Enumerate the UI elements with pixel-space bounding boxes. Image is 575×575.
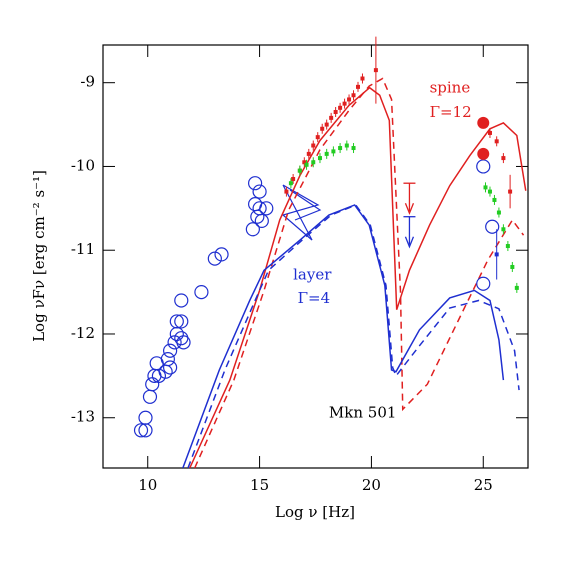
data-point [304,162,309,167]
y-tick-label: -13 [71,408,95,426]
data-point [351,93,356,98]
data-point [331,149,336,154]
data-point [254,213,269,229]
data-point [505,244,510,249]
data-point [250,209,265,224]
data-point [214,247,229,262]
data-point [344,143,349,148]
bowtie-lines [281,184,320,241]
data-point [194,284,209,300]
annotation: layer [293,265,332,283]
data-point [373,68,378,73]
data-point [291,177,296,182]
data-point [501,227,506,232]
y-tick-label: -12 [71,324,95,342]
model-curve [194,77,525,469]
x-tick-label: 10 [138,476,157,494]
data-point [284,189,289,194]
data-point [163,360,178,375]
model-curve [182,204,505,469]
data-point [252,184,267,199]
data-point [342,101,347,106]
x-tick-label: 25 [474,476,493,494]
data-point [174,314,189,329]
y-tick-label: -11 [71,240,95,258]
x-tick-label: 15 [250,476,269,494]
data-point [311,160,316,165]
data-point [174,331,189,346]
x-tick-label: 20 [362,476,381,494]
data-point [324,122,329,127]
data-point [248,176,263,191]
data-point [163,343,178,358]
data-point [477,116,490,129]
data-point [494,139,499,144]
data-point [514,285,519,290]
bowtie-lines [289,189,322,221]
data-point [169,314,184,329]
model-curve [187,204,520,469]
data-point [477,147,490,160]
data-point [138,410,153,425]
data-point [259,201,274,216]
plot-frame [102,44,529,469]
data-point [160,352,175,367]
annotation: Mkn 501 [329,404,397,422]
data-point [317,156,322,161]
upper-limit-head [404,202,415,215]
upper-limit-head [404,236,415,249]
data-point [311,143,316,148]
data-point [315,135,320,140]
data-point [133,423,149,438]
data-point [485,219,500,234]
data-point [142,389,158,404]
data-point [145,377,160,392]
data-point [306,151,311,156]
data-point [320,126,325,131]
data-point [510,264,515,269]
data-point [492,197,497,202]
data-point [338,146,343,151]
data-point [483,185,488,190]
annotation: Γ=4 [298,289,331,307]
data-point [297,168,302,173]
data-point [487,130,492,135]
annotation: Γ=12 [430,103,472,121]
data-point [245,222,260,237]
data-point [356,84,360,89]
data-point [288,181,293,186]
data-point [496,210,501,215]
data-point [487,189,492,194]
data-point [174,293,189,308]
y-tick-label: -9 [80,73,95,91]
y-tick-label: -10 [71,156,95,174]
data-point [347,97,352,102]
data-point [324,151,329,156]
data-point [329,115,334,120]
y-axis-label: Log νFν [erg cm⁻² s⁻¹] [30,170,48,342]
data-point [476,159,491,174]
annotation: spine [430,79,471,97]
data-point [501,156,506,161]
data-point [360,76,365,81]
data-point [494,252,499,257]
x-axis-label: Log ν [Hz] [275,503,355,521]
data-point [302,160,307,165]
bowtie [281,184,322,241]
data-point [338,105,343,110]
data-point [351,146,356,151]
data-point [333,110,338,115]
data-point [508,189,513,194]
data-point [476,276,491,291]
